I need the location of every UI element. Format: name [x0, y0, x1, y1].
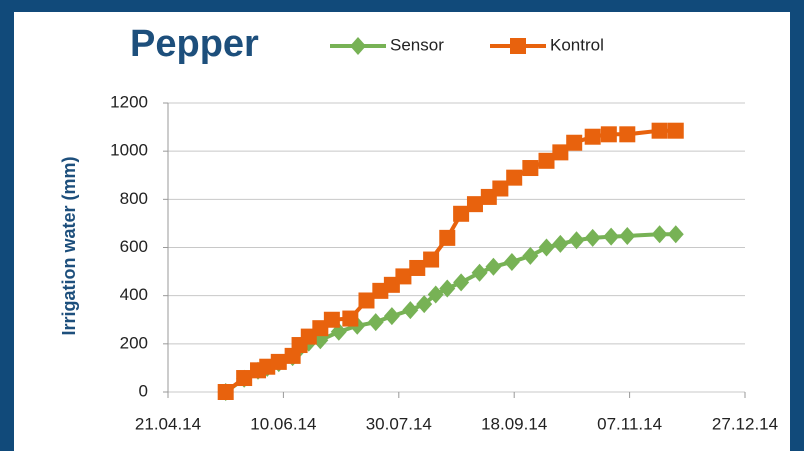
marker	[395, 268, 412, 285]
marker	[651, 122, 668, 139]
marker	[538, 152, 555, 169]
marker	[236, 370, 253, 387]
marker	[503, 252, 520, 271]
y-tick-label: 800	[120, 189, 148, 208]
marker	[402, 301, 419, 320]
marker	[552, 234, 569, 253]
marker	[522, 246, 539, 265]
marker	[600, 126, 617, 143]
marker	[568, 231, 585, 250]
marker	[619, 126, 636, 143]
marker	[667, 225, 684, 244]
marker	[383, 307, 400, 326]
marker	[453, 205, 470, 222]
x-tick-label: 27.12.14	[712, 414, 778, 433]
y-tick-label: 200	[120, 333, 148, 352]
marker	[427, 285, 444, 304]
marker	[270, 353, 287, 370]
legend-label: Sensor	[390, 35, 444, 54]
legend-label: Kontrol	[550, 35, 604, 54]
marker	[485, 257, 502, 276]
marker	[367, 313, 384, 332]
legend-marker	[510, 38, 526, 54]
y-tick-label: 1000	[110, 141, 148, 160]
chart-title: Pepper	[130, 23, 259, 65]
y-axis-label: Irrigation water (mm)	[59, 156, 79, 335]
legend-marker	[350, 37, 366, 55]
marker	[667, 122, 684, 139]
marker	[566, 134, 583, 151]
marker	[453, 273, 470, 292]
marker	[538, 238, 555, 257]
marker	[651, 225, 668, 244]
y-tick-label: 600	[120, 237, 148, 256]
marker	[584, 128, 601, 145]
x-tick-label: 30.07.14	[366, 414, 432, 433]
x-tick-label: 07.11.14	[597, 414, 662, 433]
marker	[323, 311, 340, 328]
marker	[409, 259, 426, 276]
y-tick-label: 0	[139, 381, 148, 400]
series-line	[224, 232, 676, 394]
marker	[492, 180, 509, 197]
marker	[603, 227, 620, 246]
marker	[584, 228, 601, 247]
marker	[358, 292, 375, 309]
marker	[522, 160, 539, 177]
marker	[552, 144, 569, 161]
x-tick-label: 18.09.14	[481, 414, 547, 433]
marker	[439, 279, 456, 298]
marker	[416, 295, 433, 314]
marker	[217, 384, 234, 400]
marker	[471, 263, 488, 282]
x-tick-label: 10.06.14	[250, 414, 316, 433]
marker	[466, 196, 483, 213]
y-tick-label: 1200	[110, 92, 148, 111]
marker	[619, 226, 636, 245]
marker	[342, 310, 359, 327]
marker	[506, 169, 523, 186]
x-tick-label: 21.04.14	[135, 414, 201, 433]
marker	[423, 251, 440, 268]
marker	[439, 229, 456, 246]
y-tick-label: 400	[120, 285, 148, 304]
